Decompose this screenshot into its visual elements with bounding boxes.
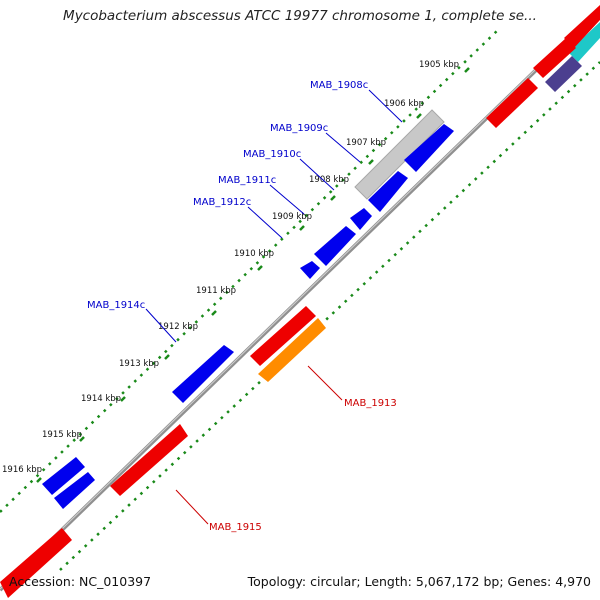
gene-label-mab-1910c[interactable]: MAB_1910c (243, 149, 301, 160)
gene-cyan[interactable] (568, 22, 600, 62)
gene-mab-1911c[interactable] (350, 208, 372, 230)
gene-forward-a[interactable] (42, 457, 85, 495)
reverse-gene-labels (175, 365, 343, 525)
genome-stats-text: Topology: circular; Length: 5,067,172 bp… (247, 574, 591, 589)
kbp-label: 1912 kbp (158, 322, 198, 332)
kbp-label: 1915 kbp (42, 430, 82, 440)
kbp-label: 1914 kbp (81, 394, 121, 404)
gene-mab-1908c[interactable] (354, 109, 445, 200)
gene-forward-b[interactable] (54, 472, 95, 509)
kbp-label: 1907 kbp (346, 138, 386, 148)
outer-tick-track (0, 27, 501, 513)
kbp-label: 1913 kbp (119, 359, 159, 369)
gene-reverse-top-c[interactable] (486, 78, 538, 128)
gene-mab-1912c[interactable] (314, 226, 356, 266)
gene-reverse-top-b[interactable] (533, 38, 576, 78)
kbp-label: 1916 kbp (2, 465, 42, 475)
gene-label-mab-1912c[interactable]: MAB_1912c (193, 197, 251, 208)
gene-reverse-bottom[interactable] (0, 528, 72, 598)
gene-small-forward[interactable] (300, 261, 320, 279)
gene-mab-1915[interactable] (110, 424, 188, 496)
accession-text: Accession: NC_010397 (9, 574, 152, 589)
forward-genes (42, 22, 600, 509)
gene-purple[interactable] (545, 56, 582, 92)
gene-mab-1913[interactable] (258, 318, 326, 382)
gene-label-mab-1909c[interactable]: MAB_1909c (270, 123, 328, 134)
gene-label-mab-1913[interactable]: MAB_1913 (344, 398, 397, 409)
reverse-genes (0, 5, 600, 598)
kbp-label: 1910 kbp (234, 249, 274, 259)
forward-gene-labels (145, 89, 403, 343)
gene-label-mab-1908c[interactable]: MAB_1908c (310, 80, 368, 91)
inner-tick-track (59, 61, 600, 571)
gene-mab-1914c[interactable] (172, 345, 234, 403)
kbp-label: 1905 kbp (419, 60, 459, 70)
gene-reverse-mid[interactable] (250, 306, 316, 366)
kbp-labels: 1905 kbp 1906 kbp 1907 kbp 1908 kbp 1909… (2, 60, 459, 475)
gene-mab-1909c[interactable] (404, 124, 454, 172)
kbp-label: 1908 kbp (309, 175, 349, 185)
kbp-ticks (36, 67, 470, 483)
map-title: Mycobacterium abscessus ATCC 19977 chrom… (63, 8, 537, 24)
gene-label-mab-1914c[interactable]: MAB_1914c (87, 300, 145, 311)
gene-label-mab-1911c[interactable]: MAB_1911c (218, 175, 276, 186)
kbp-label: 1906 kbp (384, 99, 424, 109)
gene-label-mab-1915[interactable]: MAB_1915 (209, 522, 262, 533)
gene-reverse-top-a[interactable] (564, 5, 600, 48)
kbp-label: 1909 kbp (272, 212, 312, 222)
kbp-label: 1911 kbp (196, 286, 236, 296)
gene-mab-1910c[interactable] (368, 171, 408, 212)
